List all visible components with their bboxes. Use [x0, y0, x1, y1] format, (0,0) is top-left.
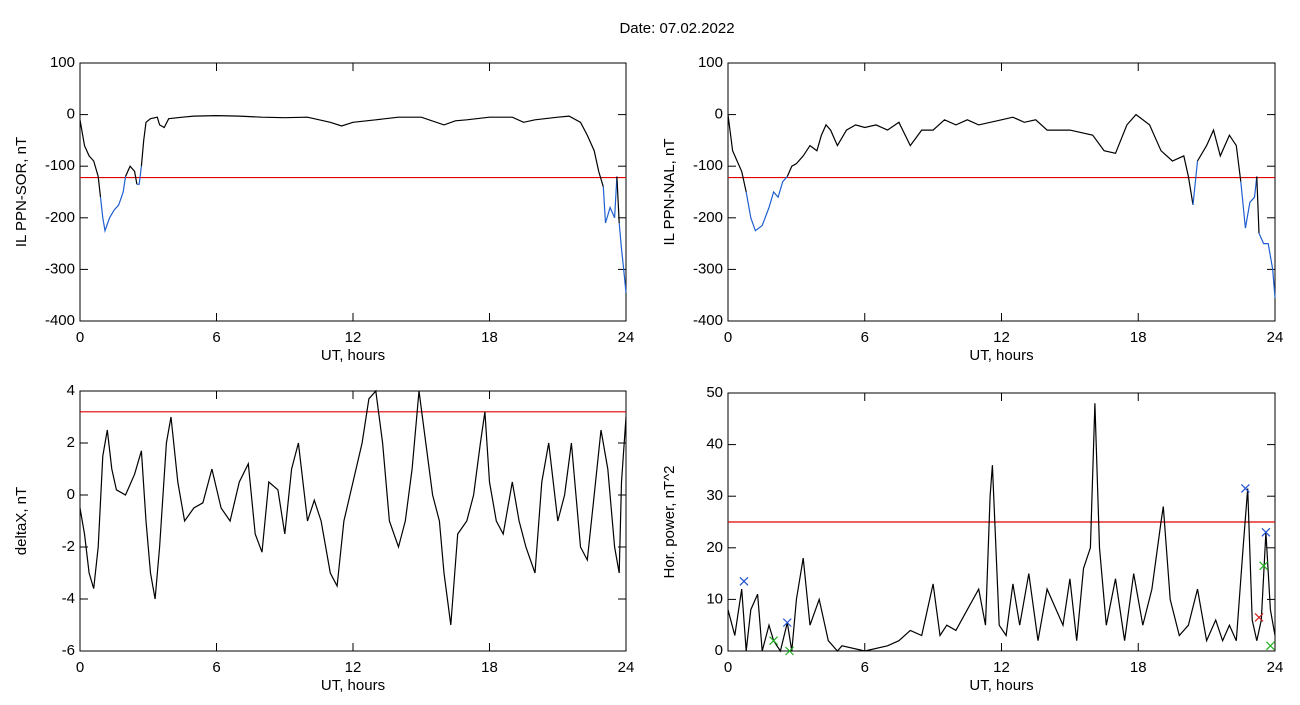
y-tick-label: 20 — [706, 539, 723, 556]
x-tick-label: 12 — [345, 329, 362, 346]
y-tick-label: -200 — [693, 209, 723, 226]
y-tick-label: -300 — [45, 260, 75, 277]
data-line — [727, 114, 747, 193]
x-tick-label: 12 — [993, 659, 1010, 676]
data-line — [1258, 233, 1276, 298]
x-tick-label: 18 — [481, 659, 498, 676]
page-title: Date: 07.02.2022 — [619, 20, 734, 37]
y-tick-label: 4 — [67, 382, 75, 399]
y-tick-label: -200 — [45, 209, 75, 226]
x-tick-label: 12 — [993, 329, 1010, 346]
data-line — [727, 403, 1276, 653]
y-axis-label: Hor. power, nT^2 — [661, 466, 678, 579]
x-tick-label: 0 — [76, 329, 84, 346]
x-tick-label: 24 — [618, 659, 635, 676]
marker — [769, 636, 779, 646]
x-tick-label: 6 — [212, 329, 220, 346]
y-tick-label: -400 — [45, 312, 75, 329]
y-tick-label: -2 — [62, 538, 75, 555]
x-tick-label: 24 — [618, 329, 635, 346]
x-axis-label: UT, hours — [321, 677, 385, 694]
x-tick-label: 24 — [1267, 329, 1284, 346]
data-line — [616, 176, 620, 224]
y-tick-label: 100 — [50, 54, 75, 71]
marker — [1266, 641, 1275, 651]
data-line — [79, 119, 102, 198]
x-axis-label: UT, hours — [321, 347, 385, 364]
data-line — [1256, 176, 1260, 234]
marker — [1240, 484, 1250, 493]
data-line — [136, 166, 142, 185]
y-tick-label: 40 — [706, 436, 723, 453]
marker — [785, 646, 794, 656]
data-line — [618, 222, 627, 293]
data-line — [1240, 176, 1258, 229]
x-axis-label: UT, hours — [969, 347, 1033, 364]
data-line — [786, 113, 1194, 205]
x-tick-label: 18 — [481, 329, 498, 346]
x-tick-label: 18 — [1130, 329, 1147, 346]
y-tick-label: 50 — [706, 384, 723, 401]
y-tick-label: 0 — [715, 642, 723, 659]
y-tick-label: -100 — [45, 157, 75, 174]
y-tick-label: 0 — [67, 106, 75, 123]
y-axis-label: IL PPN-SOR, nT — [13, 137, 30, 247]
y-tick-label: -400 — [693, 312, 723, 329]
y-tick-label: 10 — [706, 590, 723, 607]
x-tick-label: 0 — [724, 329, 732, 346]
x-tick-label: 6 — [861, 329, 869, 346]
marker — [1261, 527, 1271, 537]
y-tick-label: 2 — [67, 434, 75, 451]
x-tick-label: 24 — [1267, 659, 1284, 676]
data-line — [745, 176, 788, 232]
y-tick-label: 30 — [706, 487, 723, 504]
data-line — [1192, 160, 1199, 205]
y-tick-label: -6 — [62, 642, 75, 659]
data-line — [79, 389, 627, 626]
data-line — [140, 114, 604, 187]
data-line — [602, 176, 618, 224]
y-tick-label: 0 — [715, 106, 723, 123]
data-line — [99, 176, 127, 234]
x-axis-label: UT, hours — [969, 677, 1033, 694]
marker — [1254, 613, 1264, 622]
x-tick-label: 6 — [861, 659, 869, 676]
y-axis-label: deltaX, nT — [13, 487, 30, 555]
y-tick-label: -100 — [693, 157, 723, 174]
x-tick-label: 18 — [1130, 659, 1147, 676]
y-axis-label: IL PPN-NAL, nT — [661, 139, 678, 246]
y-tick-label: 100 — [698, 54, 723, 71]
marker — [739, 576, 749, 586]
marker — [782, 618, 792, 628]
x-tick-label: 12 — [345, 659, 362, 676]
y-tick-label: 0 — [67, 486, 75, 503]
x-tick-label: 0 — [76, 659, 84, 676]
x-tick-label: 0 — [724, 659, 732, 676]
data-line — [1196, 128, 1242, 182]
y-tick-label: -300 — [693, 260, 723, 277]
marker — [1259, 561, 1269, 571]
data-line — [124, 165, 138, 185]
x-tick-label: 6 — [212, 659, 220, 676]
y-tick-label: -4 — [62, 590, 75, 607]
